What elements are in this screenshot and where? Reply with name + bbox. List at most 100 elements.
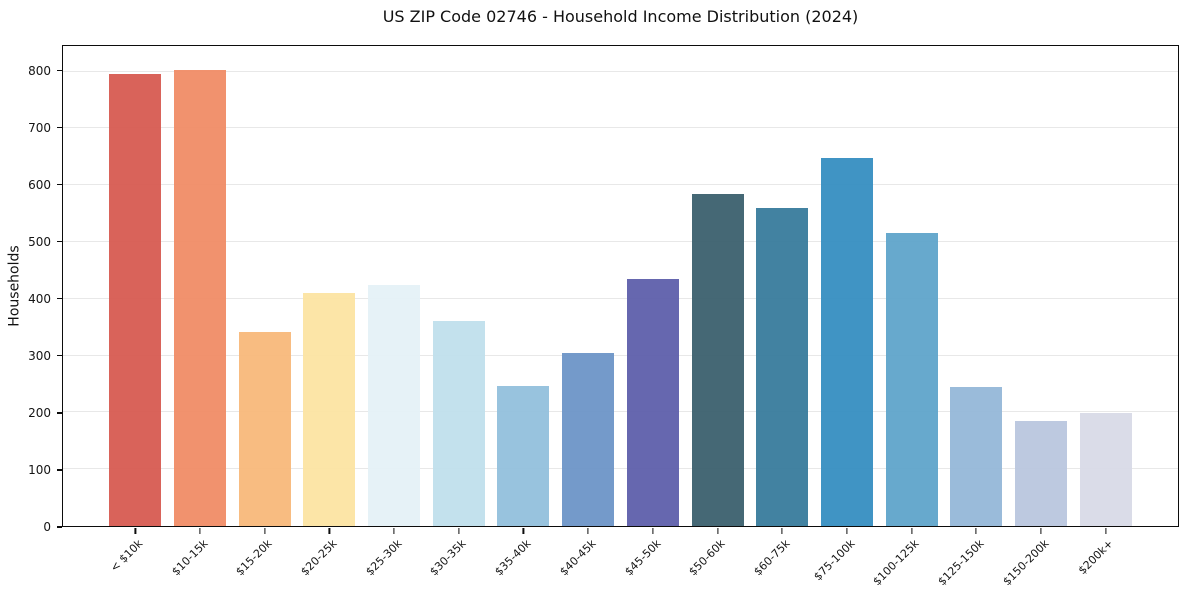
gridline — [63, 127, 1178, 129]
bar — [368, 285, 421, 526]
y-tick-mark — [56, 526, 62, 528]
y-tick-label: 400 — [28, 291, 51, 306]
x-tick-label: < $10k — [107, 537, 146, 575]
x-tick-label: $60-75k — [751, 537, 793, 579]
bar — [497, 385, 550, 526]
x-tick-label: $10-15k — [168, 537, 211, 579]
bar — [1014, 421, 1067, 526]
y-tick-label: 0 — [43, 520, 51, 534]
bar — [626, 279, 679, 526]
x-tick: < $10k — [103, 527, 168, 589]
bar-slot — [297, 46, 362, 526]
plot-area — [62, 45, 1179, 527]
bars-layer — [63, 46, 1178, 526]
x-tick-mark — [522, 528, 525, 534]
x-tick: $15-20k — [232, 527, 297, 589]
bar-slot — [685, 46, 750, 526]
gridline — [63, 70, 1178, 72]
x-tick-mark — [1040, 528, 1042, 534]
y-tick-mark — [56, 469, 62, 471]
y-tick-mark — [56, 70, 62, 72]
y-tick-label: 500 — [28, 234, 51, 249]
bar-slot — [491, 46, 556, 526]
x-tick-label: $35-40k — [492, 537, 534, 579]
gridline — [63, 184, 1178, 186]
x-tick-label: $40-45k — [557, 537, 599, 579]
y-tick-mark — [56, 184, 62, 186]
gridline — [63, 354, 1178, 356]
x-tick-mark — [587, 528, 589, 534]
x-tick: $45-50k — [621, 527, 686, 589]
x-tick: $20-25k — [297, 527, 362, 589]
x-tick: $75-100k — [811, 527, 880, 589]
x-tick-label: $100-125k — [870, 537, 922, 589]
x-tick: $60-75k — [750, 527, 815, 589]
x-tick-mark — [264, 528, 266, 534]
bar-slot — [1009, 46, 1074, 526]
gridline — [63, 240, 1178, 242]
x-tick-label: $30-35k — [427, 537, 469, 579]
x-tick: $10-15k — [168, 527, 233, 589]
y-tick-mark — [56, 241, 62, 243]
x-axis: < $10k $10-15k $15-20k $20-25k $25-30k $30-35… — [62, 527, 1179, 589]
y-tick-mark — [56, 298, 62, 300]
bar-slot — [103, 46, 168, 526]
bar-slot — [1073, 46, 1138, 526]
bar-slot — [426, 46, 491, 526]
x-tick: $30-35k — [426, 527, 491, 589]
y-tick-label: 600 — [28, 177, 51, 192]
y-tick-mark — [56, 127, 62, 129]
gridline — [63, 411, 1178, 413]
y-tick-mark — [56, 355, 62, 357]
x-tick-label: $50-60k — [686, 537, 728, 579]
x-tick-label: $75-100k — [810, 537, 858, 584]
x-tick: $40-45k — [556, 527, 621, 589]
y-axis: 0 100 200 300 400 500 600 700 800 — [0, 45, 62, 534]
bar-slot — [879, 46, 944, 526]
bar — [562, 352, 615, 526]
bar — [820, 157, 873, 526]
x-tick: $150-200k — [1000, 527, 1074, 589]
x-tick-label: $45-50k — [621, 537, 664, 579]
bar-slot — [556, 46, 621, 526]
bar — [109, 74, 162, 526]
bar — [756, 207, 809, 526]
x-tick-label: $25-30k — [363, 537, 405, 579]
bar — [432, 320, 485, 526]
x-tick-label: $200k+ — [1075, 537, 1116, 578]
x-tick-mark — [199, 528, 201, 534]
x-tick: $25-30k — [362, 527, 427, 589]
gridline — [63, 468, 1178, 470]
bar — [1079, 412, 1132, 526]
x-tick: $125-150k — [935, 527, 1009, 589]
y-tick-label: 800 — [28, 63, 51, 78]
bar — [174, 69, 227, 526]
bar-slot — [168, 46, 233, 526]
x-tick-mark — [134, 528, 136, 534]
x-tick-mark — [846, 528, 848, 534]
gridlines-layer — [63, 46, 1178, 526]
x-tick-mark — [781, 528, 783, 534]
y-tick-label: 700 — [28, 120, 51, 135]
y-tick-label: 200 — [28, 405, 51, 420]
x-tick-label: $20-25k — [298, 537, 340, 579]
x-tick-mark — [716, 528, 719, 534]
x-tick: $100-125k — [871, 527, 944, 589]
bar — [691, 193, 744, 526]
x-tick-label: $125-150k — [935, 537, 987, 589]
x-tick-mark — [911, 528, 913, 534]
bar-slot — [232, 46, 297, 526]
x-tick-mark — [652, 528, 654, 534]
bar — [950, 386, 1003, 526]
y-tick-mark — [56, 412, 62, 414]
bar — [885, 233, 938, 526]
x-tick-mark — [328, 528, 330, 534]
bar — [238, 331, 291, 526]
bar-slot — [815, 46, 880, 526]
bar-slot — [750, 46, 815, 526]
y-tick-label: 300 — [28, 348, 51, 363]
x-tick: $200k+ — [1073, 527, 1138, 589]
x-tick-mark — [393, 528, 395, 534]
x-tick-mark — [1105, 528, 1107, 534]
